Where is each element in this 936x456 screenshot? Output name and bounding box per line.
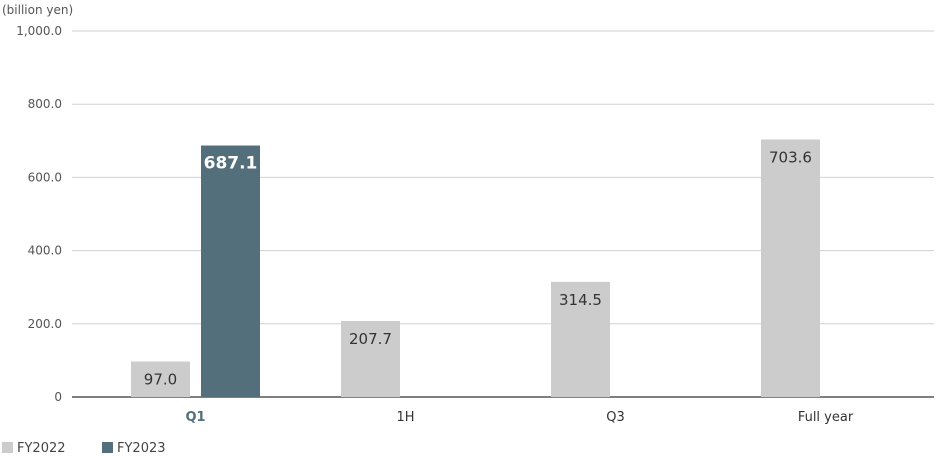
data-label: 207.7 <box>349 330 392 348</box>
bar-fy2022-full-year <box>761 139 820 397</box>
x-tick-label: Q1 <box>185 410 205 425</box>
y-tick-label: 400.0 <box>28 244 62 258</box>
bar-fy2022-q1 <box>131 361 190 397</box>
data-label: 314.5 <box>559 291 602 309</box>
legend-swatch <box>2 442 13 453</box>
x-tick-label: Full year <box>798 410 854 425</box>
bar-fy2022-q3 <box>551 281 610 397</box>
legend-swatch <box>102 442 113 453</box>
unit-label: (billion yen) <box>2 3 73 17</box>
bar-fy2022-1h <box>341 320 400 397</box>
x-tick-label: Q3 <box>606 410 625 425</box>
y-tick-label: 600.0 <box>28 170 62 184</box>
data-label: 687.1 <box>204 154 258 174</box>
data-label: 97.0 <box>144 370 177 388</box>
y-tick-label: 1,000.0 <box>16 24 62 38</box>
x-tick-label: 1H <box>396 410 414 425</box>
y-tick-label: 200.0 <box>28 317 62 331</box>
y-tick-label: 800.0 <box>28 97 62 111</box>
data-label: 703.6 <box>769 148 812 166</box>
legend-label: FY2022 <box>17 441 66 456</box>
y-tick-label: 0 <box>54 390 62 404</box>
legend-label: FY2023 <box>117 441 166 456</box>
bar-fy2023-q1 <box>201 145 260 397</box>
